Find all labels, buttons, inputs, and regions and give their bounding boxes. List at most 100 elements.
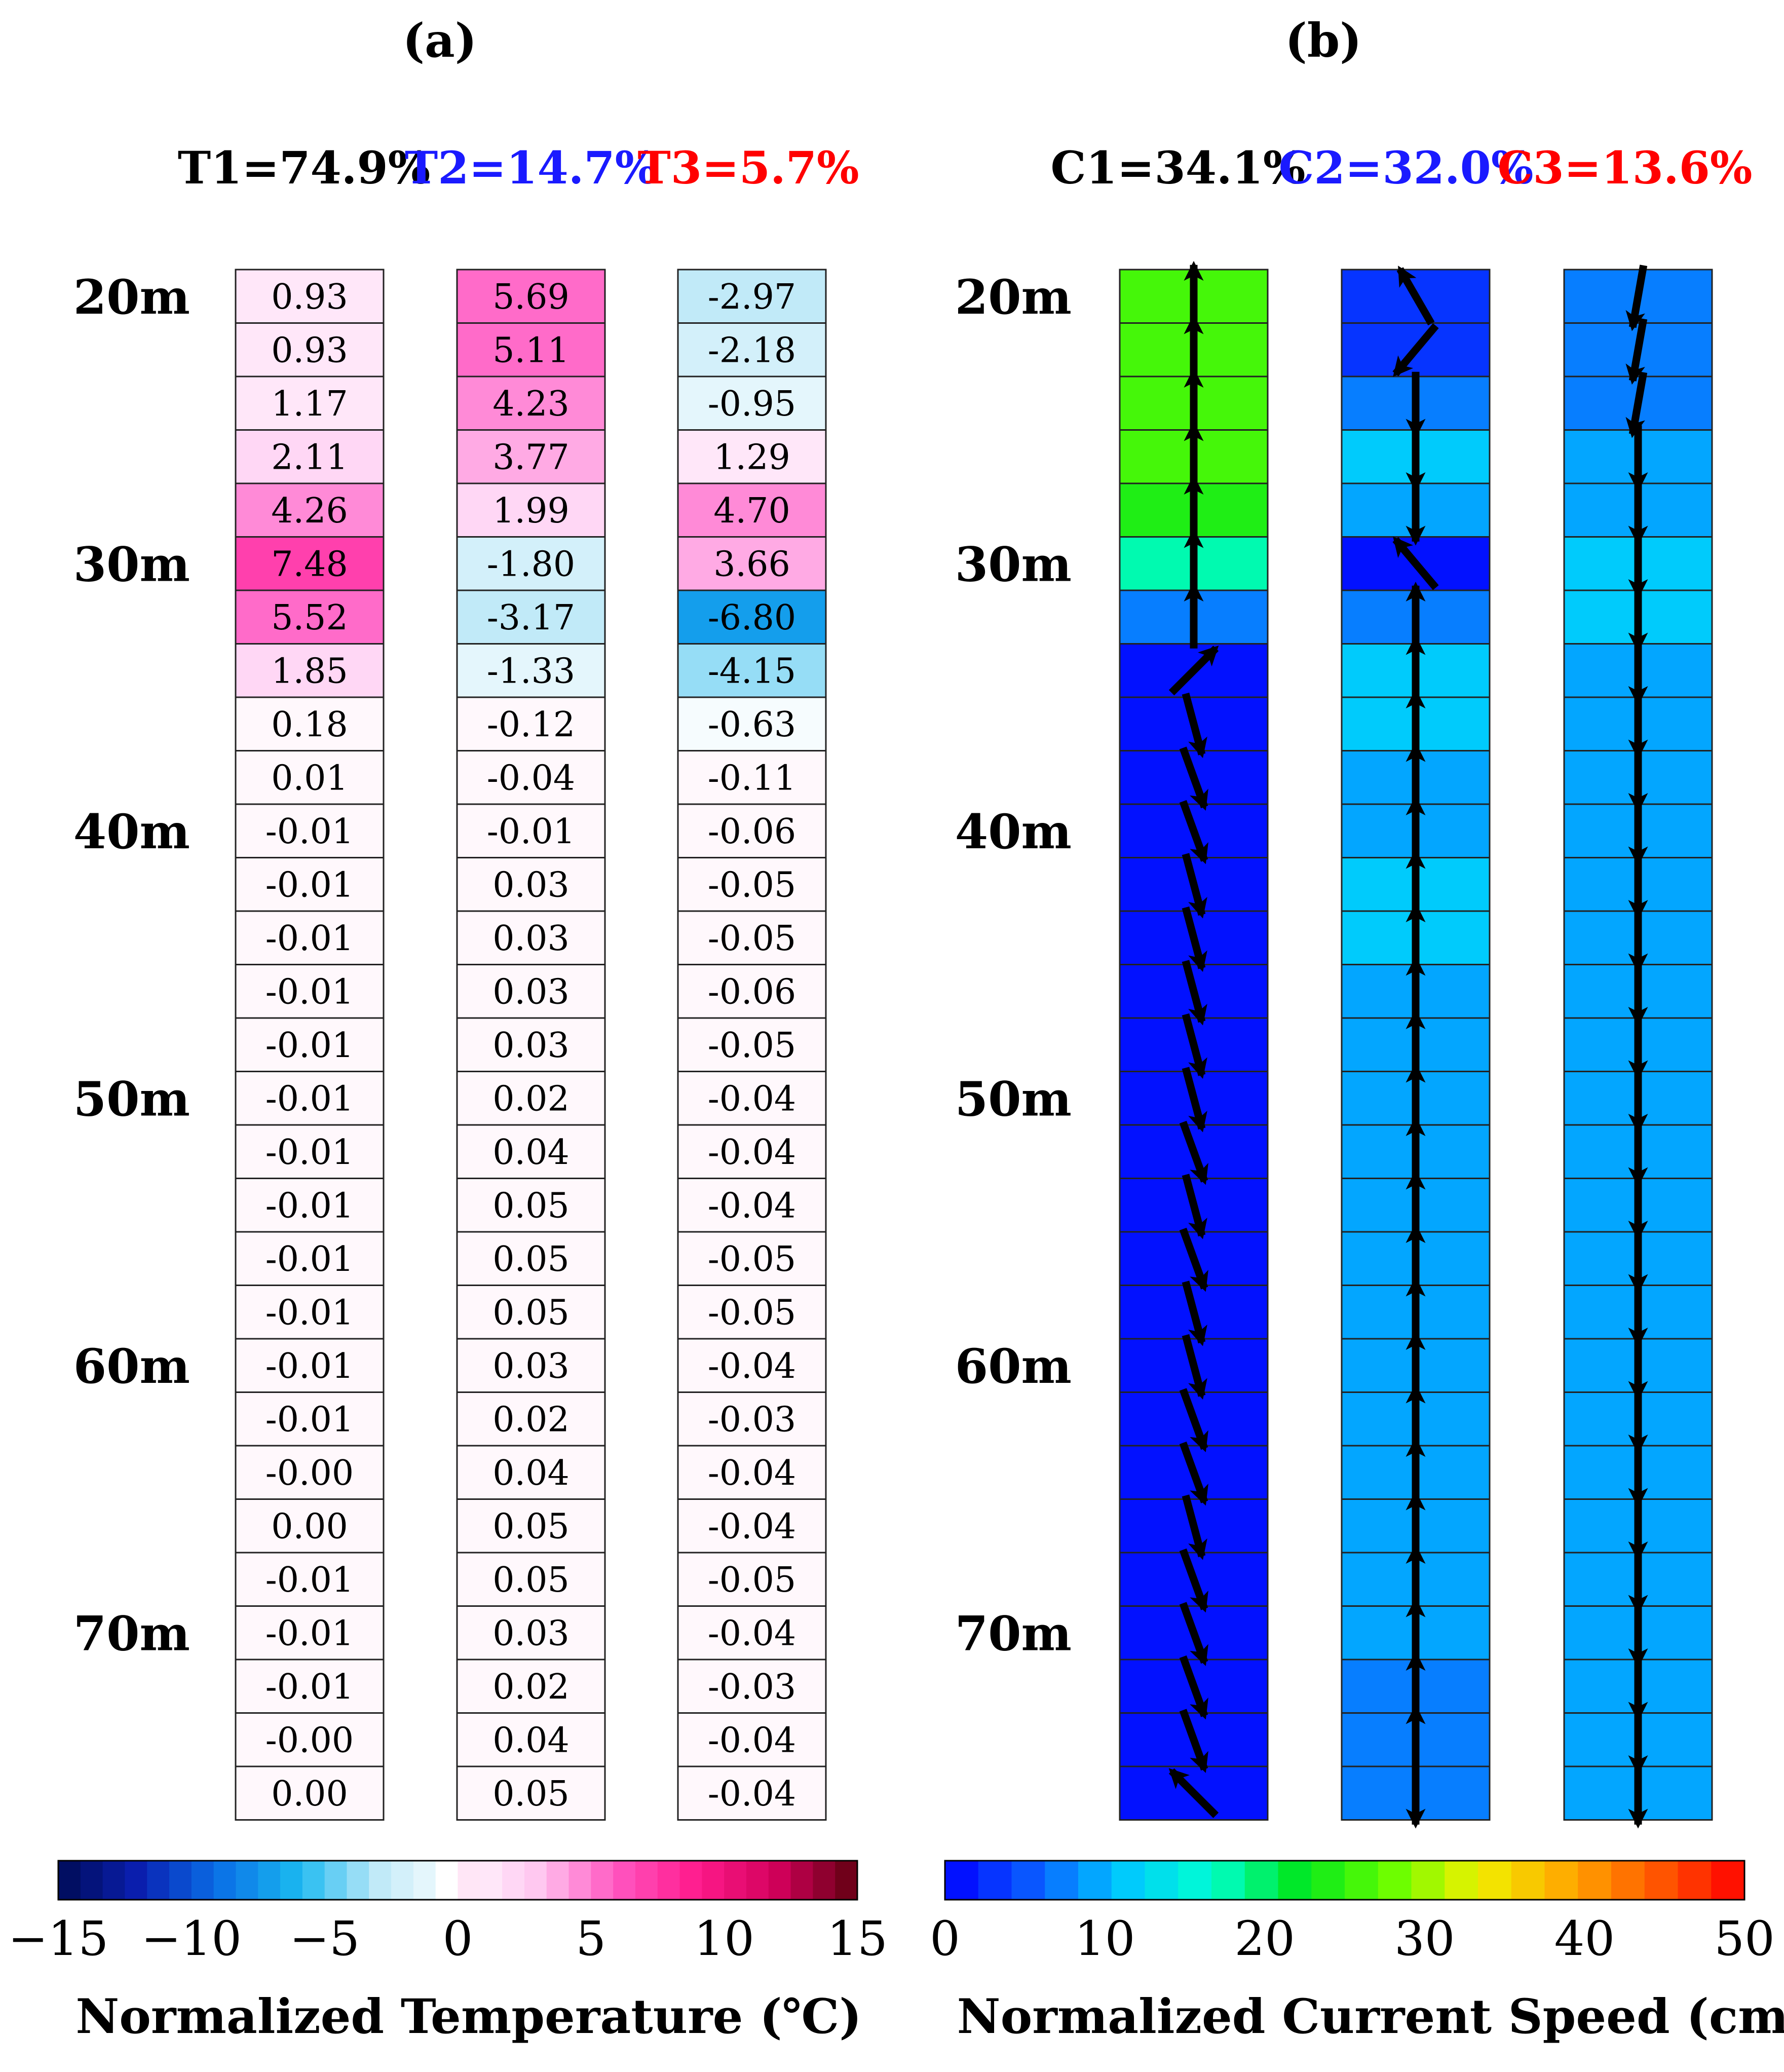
colorbar-tick-label: 20 — [1234, 1911, 1295, 1967]
colorbar-tick-label: −15 — [8, 1911, 108, 1967]
temperature-cell-value: -0.03 — [708, 1400, 796, 1440]
current-arrow — [1392, 536, 1439, 590]
temperature-cell-value: 0.02 — [492, 1400, 569, 1440]
colorbar-swatch — [1445, 1861, 1478, 1900]
colorbar-tick-label: 50 — [1714, 1911, 1775, 1967]
temperature-cell-value: -0.01 — [265, 1346, 354, 1386]
panel-b-label: (b) — [1285, 13, 1361, 68]
colorbar-swatch — [635, 1861, 658, 1900]
temperature-cell-value: 0.05 — [492, 1774, 569, 1814]
temperature-cell-value: -1.33 — [487, 651, 575, 691]
temperature-cell-value: -0.01 — [265, 1560, 354, 1600]
colorbar-swatch — [702, 1861, 725, 1900]
temperature-cell-value: -0.01 — [265, 1239, 354, 1279]
colorbar-swatch — [591, 1861, 614, 1900]
temperature-cell — [456, 1552, 606, 1607]
temperature-cell-value: -0.04 — [708, 1133, 796, 1173]
temperature-cell — [235, 536, 385, 591]
temperature-cell-value: 0.04 — [492, 1453, 569, 1493]
temperature-cell — [235, 1178, 385, 1233]
temperature-cell — [677, 589, 827, 645]
colorbar-swatch — [147, 1861, 170, 1900]
temperature-cell — [677, 857, 827, 912]
current-speed-colorbar: 0 10 20 30 40 50 — [930, 1860, 1775, 1967]
current-arrow — [1168, 645, 1219, 696]
panel-a-column-title: T3=5.7% — [637, 141, 859, 194]
temperature-cell — [677, 1765, 827, 1821]
colorbar-swatch — [102, 1861, 126, 1900]
temperature-cell — [456, 1765, 606, 1821]
temperature-cell — [235, 1605, 385, 1661]
temperature-cell-value: 0.05 — [492, 1239, 569, 1279]
temperature-cell — [456, 1498, 606, 1554]
temperature-cell — [235, 750, 385, 805]
colorbar-swatch — [369, 1861, 392, 1900]
colorbar-swatch — [1578, 1861, 1612, 1900]
temperature-cell-value: 0.05 — [492, 1506, 569, 1547]
temperature-cell — [677, 643, 827, 698]
temperature-cell-value: 0.00 — [271, 1774, 348, 1814]
temperature-cell-value: -2.18 — [708, 330, 796, 370]
colorbar-swatch — [458, 1861, 480, 1900]
colorbar-swatch — [1178, 1861, 1212, 1900]
panel-b-current: (b) C1=34.1%C2=32.0%C3=13.6% 20m 30m 40m 50… — [930, 13, 1784, 2045]
depth-label: 40m — [73, 804, 190, 860]
temperature-cell — [677, 269, 827, 324]
colorbar-swatch — [1411, 1861, 1445, 1900]
temperature-cell-value: -0.05 — [708, 1239, 796, 1279]
temperature-cell-value: -0.01 — [265, 919, 354, 959]
current-arrow — [1182, 1494, 1207, 1560]
temperature-cell-value: 3.77 — [492, 437, 569, 477]
colorbar-swatch — [1111, 1861, 1146, 1900]
colorbar-swatch — [1278, 1861, 1312, 1900]
temperature-cell-value: 0.03 — [492, 1026, 569, 1066]
colorbar-swatch — [1011, 1861, 1045, 1900]
temperature-cell-value: 4.26 — [271, 491, 348, 531]
colorbar-tick-label: 15 — [827, 1911, 888, 1967]
colorbar-swatch — [790, 1861, 813, 1900]
temperature-cell-value: 0.05 — [492, 1293, 569, 1333]
temperature-cell — [456, 1231, 606, 1286]
panel-a-column-title: T2=14.7% — [405, 141, 657, 194]
temperature-cell — [677, 1124, 827, 1179]
temperature-cell-value: 0.02 — [492, 1667, 569, 1707]
colorbar-swatch — [945, 1861, 979, 1900]
temperature-cell — [235, 1659, 385, 1714]
depth-label: 60m — [955, 1339, 1072, 1395]
temperature-cell-value: -0.04 — [708, 1613, 796, 1653]
current-arrow — [1182, 1280, 1207, 1346]
current-arrow — [1182, 1334, 1207, 1400]
temperature-cell — [677, 1285, 827, 1340]
colorbar-swatch — [813, 1861, 836, 1900]
temperature-cell-value: 5.69 — [492, 277, 569, 317]
temperature-cell — [677, 964, 827, 1019]
temperature-cell — [456, 910, 606, 965]
temperature-cell — [677, 1231, 827, 1286]
colorbar-swatch — [768, 1861, 791, 1900]
temperature-cell-value: -0.05 — [708, 1026, 796, 1066]
colorbar-swatch — [613, 1861, 636, 1900]
temperature-cell — [677, 1552, 827, 1607]
temperature-cell-value: -3.17 — [487, 598, 575, 638]
temperature-cell-value: 0.03 — [492, 972, 569, 1012]
temperature-cell-value: -0.01 — [487, 812, 575, 852]
temperature-cell-value: 3.66 — [713, 544, 790, 584]
temperature-cell — [677, 1498, 827, 1554]
colorbar-swatch — [258, 1861, 281, 1900]
temperature-cell-value: -0.04 — [708, 1346, 796, 1386]
temperature-cell — [456, 750, 606, 805]
panel-a-column-title: T1=74.9% — [178, 141, 430, 194]
colorbar-swatch — [1378, 1861, 1412, 1900]
temperature-cell — [677, 1338, 827, 1393]
current-arrow — [1182, 853, 1207, 919]
current-arrow — [1179, 1709, 1208, 1773]
temperature-cell — [235, 429, 385, 484]
colorbar-swatch — [835, 1861, 858, 1900]
current-arrow — [1396, 266, 1435, 326]
temperature-cell — [235, 964, 385, 1019]
temperature-cell-value: 1.29 — [713, 437, 790, 477]
current-arrow — [1179, 1227, 1208, 1292]
temperature-cell — [677, 536, 827, 591]
temperature-cell-value: 0.00 — [271, 1506, 348, 1547]
